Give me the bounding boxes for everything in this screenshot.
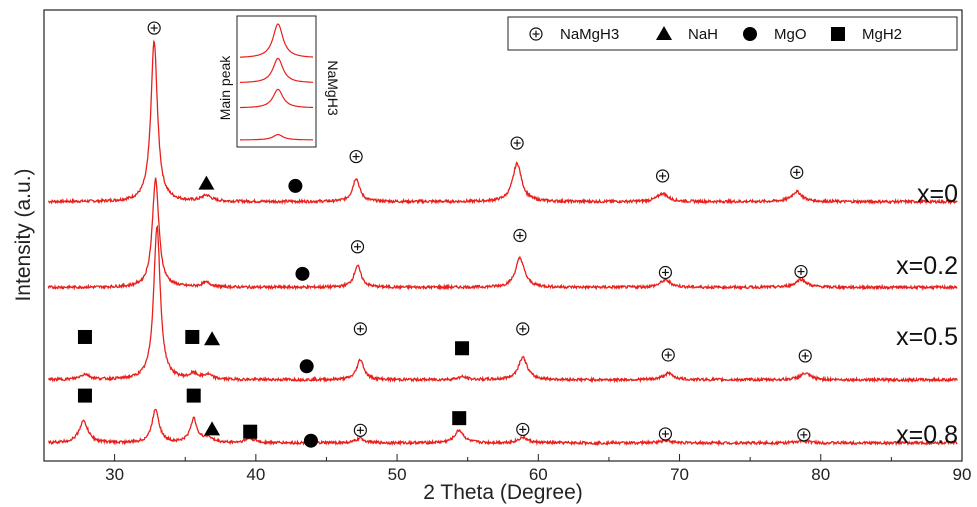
sample-label-x=0: x=0 xyxy=(917,180,958,208)
legend-marker-mgo xyxy=(743,27,757,41)
marker-mgh2-x=0.5 xyxy=(77,329,92,344)
legend-label-namgh3: NaMgH3 xyxy=(560,26,619,43)
marker-mgh2-x=0.5 xyxy=(185,329,200,344)
inset-right-label: NaMgH3 xyxy=(325,60,341,115)
inset-trace-3 xyxy=(240,88,314,109)
marker-mgh2-x=0.8 xyxy=(186,388,201,403)
marker-mgh2-x=0.8 xyxy=(452,411,467,426)
xrd-traces xyxy=(47,39,958,447)
marker-namgh3-x=0.5 xyxy=(516,322,530,336)
marker-namgh3-x=0 xyxy=(147,21,161,35)
marker-namgh3-x=0 xyxy=(790,165,804,179)
sample-labels: x=0 x=0.2 x=0.5 x=0.8 xyxy=(896,180,958,449)
legend-label-mgo: MgO xyxy=(774,26,807,43)
plot-border xyxy=(43,9,963,462)
marker-namgh3-x=0.2 xyxy=(794,264,808,279)
marker-namgh3-x=0.8 xyxy=(353,423,367,437)
marker-namgh3-x=0 xyxy=(510,136,524,150)
inset: Main peak NaMgH3 xyxy=(217,15,341,148)
marker-namgh3-x=0.2 xyxy=(350,240,365,254)
marker-nah-x=0.8 xyxy=(204,421,221,436)
marker-namgh3-x=0.8 xyxy=(658,427,673,441)
marker-namgh3-x=0.5 xyxy=(661,348,675,362)
inset-trace-1 xyxy=(239,23,313,58)
marker-nah-x=0 xyxy=(198,175,215,190)
sample-label-x=0.2: x=0.2 xyxy=(896,252,958,280)
marker-namgh3-x=0 xyxy=(655,169,670,183)
sample-label-x=0.5: x=0.5 xyxy=(896,323,958,351)
legend-marker-nah xyxy=(656,26,672,40)
marker-namgh3-x=0 xyxy=(349,149,363,164)
phase-markers xyxy=(77,21,812,448)
legend: NaMgH3 NaH MgO MgH2 xyxy=(507,16,958,51)
marker-mgo-x=0.5 xyxy=(299,359,314,374)
legend-label-nah: NaH xyxy=(688,26,718,43)
plot-frame xyxy=(43,9,963,462)
marker-namgh3-x=0.5 xyxy=(798,349,812,363)
trace-x=0.2 xyxy=(47,177,958,291)
x-axis-ticks: 30 40 50 60 70 80 90 xyxy=(43,454,972,484)
x-tick-label-30: 30 xyxy=(105,465,124,484)
marker-mgo-x=0.8 xyxy=(303,433,318,448)
x-tick-label-50: 50 xyxy=(388,465,407,484)
sample-label-x=0.8: x=0.8 xyxy=(896,421,958,449)
y-axis-title: Intensity (a.u.) xyxy=(12,168,35,301)
x-axis-title: 2 Theta (Degree) xyxy=(423,481,583,504)
marker-mgh2-x=0.8 xyxy=(243,424,258,439)
trace-x=0.5 xyxy=(48,224,958,384)
marker-namgh3-x=0.2 xyxy=(658,265,673,280)
inset-trace-2 xyxy=(240,57,313,83)
legend-marker-mgh2 xyxy=(831,27,845,41)
marker-mgh2-x=0.5 xyxy=(455,341,470,356)
inset-traces xyxy=(239,23,314,141)
legend-marker-namgh3 xyxy=(529,27,543,41)
marker-mgo-x=0 xyxy=(288,178,303,193)
legend-items: NaMgH3 NaH MgO MgH2 xyxy=(529,26,902,43)
marker-mgo-x=0.2 xyxy=(295,266,310,281)
marker-namgh3-x=0.8 xyxy=(516,422,530,437)
x-tick-label-90: 90 xyxy=(953,465,972,484)
legend-label-mgh2: MgH2 xyxy=(862,26,902,43)
marker-namgh3-x=0.2 xyxy=(513,228,527,243)
marker-mgh2-x=0.8 xyxy=(77,388,92,403)
x-tick-label-80: 80 xyxy=(811,465,830,484)
marker-namgh3-x=0.5 xyxy=(353,322,367,336)
inset-left-label: Main peak xyxy=(217,55,233,121)
legend-box xyxy=(507,16,958,51)
marker-namgh3-x=0.8 xyxy=(797,428,811,442)
inset-trace-4 xyxy=(240,133,313,141)
trace-x=0 xyxy=(47,39,958,206)
marker-nah-x=0.5 xyxy=(204,331,221,346)
trace-x=0.8 xyxy=(48,408,958,447)
x-tick-label-70: 70 xyxy=(670,465,689,484)
x-tick-label-60: 60 xyxy=(529,465,548,484)
x-tick-label-40: 40 xyxy=(246,465,265,484)
